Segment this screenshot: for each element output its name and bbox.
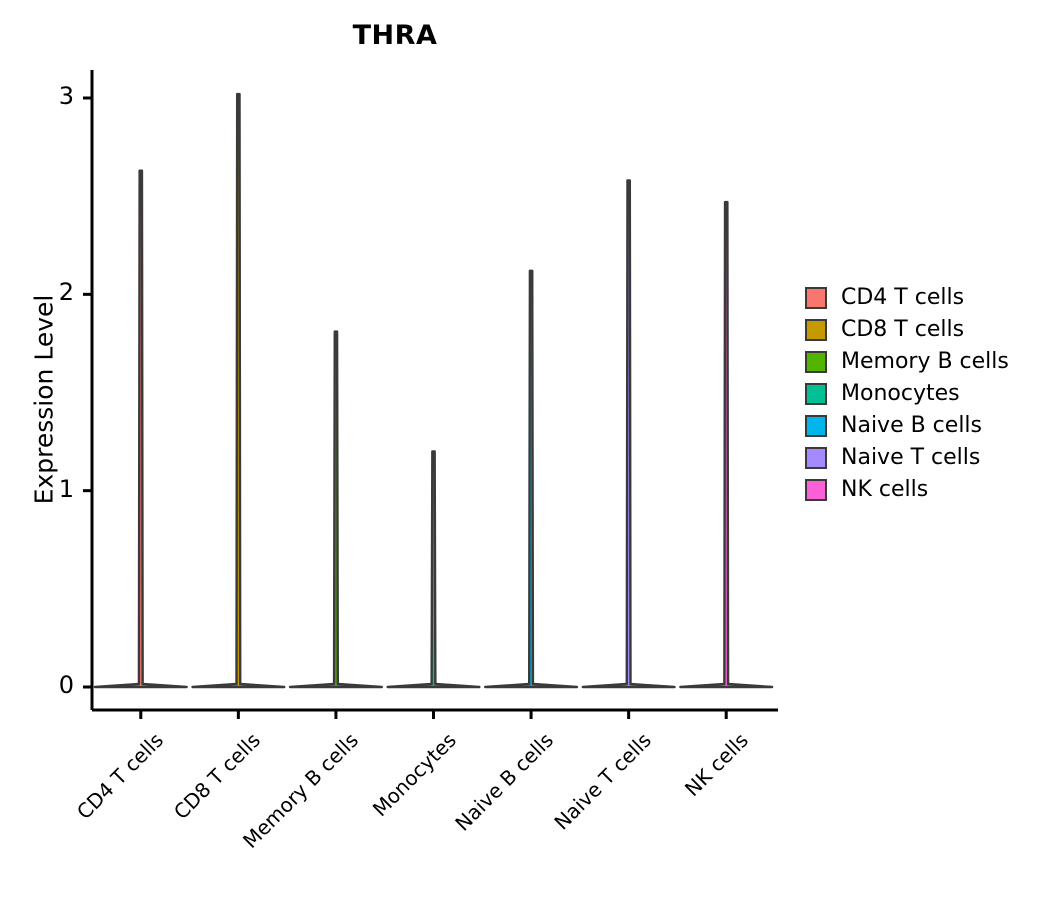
legend-item-label: CD8 T cells <box>841 317 965 342</box>
legend-color-swatch <box>805 287 827 309</box>
y-tick-label: 1 <box>58 474 74 503</box>
legend-item-label: Memory B cells <box>841 349 1009 374</box>
legend-color-swatch <box>805 383 827 405</box>
y-tick-label: 3 <box>58 82 74 110</box>
violin-nk-cells[interactable] <box>679 200 774 689</box>
legend-color-swatch <box>805 415 827 437</box>
legend-item[interactable]: Naive T cells <box>805 442 1040 474</box>
y-tick-label: 0 <box>58 671 74 699</box>
legend-item[interactable]: Monocytes <box>805 378 1040 410</box>
violin-cd8-t-cells[interactable] <box>191 92 286 689</box>
legend-color-swatch <box>805 479 827 501</box>
violin-memory-b-cells[interactable] <box>288 330 383 689</box>
legend-item-label: CD4 T cells <box>841 285 965 310</box>
legend: CD4 T cells CD8 T cells Memory B cells Mono… <box>805 282 1040 506</box>
legend-item-label: Naive B cells <box>841 413 983 438</box>
legend-item[interactable]: NK cells <box>805 474 1040 506</box>
legend-color-swatch <box>805 319 827 341</box>
legend-item-label: Naive T cells <box>841 445 981 470</box>
legend-color-swatch <box>805 447 827 469</box>
violin-monocytes[interactable] <box>386 450 481 689</box>
legend-color-swatch <box>805 351 827 373</box>
legend-item[interactable]: CD8 T cells <box>805 314 1040 346</box>
legend-item[interactable]: Naive B cells <box>805 410 1040 442</box>
page-title: THRA <box>352 20 438 51</box>
violin-naive-t-cells[interactable] <box>581 179 676 689</box>
violin-naive-b-cells[interactable] <box>484 269 579 689</box>
legend-item[interactable]: CD4 T cells <box>805 282 1040 314</box>
legend-item-label: NK cells <box>841 477 929 502</box>
legend-item[interactable]: Memory B cells <box>805 346 1040 378</box>
y-tick-label: 2 <box>58 278 74 307</box>
legend-item-label: Monocytes <box>841 381 960 406</box>
violin-cd4-t-cells[interactable] <box>93 169 188 689</box>
